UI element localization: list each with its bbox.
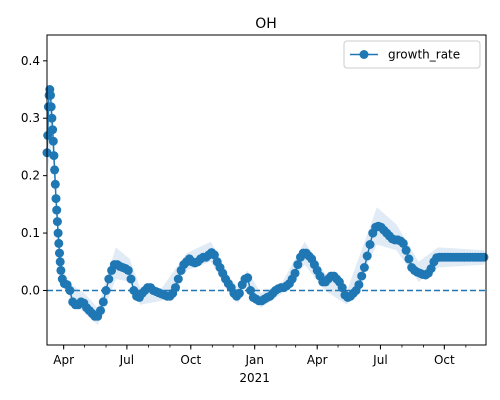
data-point bbox=[337, 283, 347, 293]
data-point bbox=[54, 238, 64, 248]
data-point bbox=[48, 136, 58, 146]
data-point bbox=[52, 205, 62, 215]
data-point bbox=[479, 252, 489, 262]
x-tick-label: Apr bbox=[53, 353, 74, 367]
data-point bbox=[101, 286, 111, 295]
x-year-label: 2021 bbox=[239, 371, 270, 385]
x-tick-label: Oct bbox=[180, 353, 201, 367]
data-point bbox=[55, 257, 65, 267]
data-point bbox=[46, 90, 55, 100]
confidence-band-layer bbox=[47, 95, 485, 325]
data-point bbox=[357, 271, 367, 281]
data-point bbox=[209, 250, 219, 260]
data-point bbox=[404, 254, 414, 264]
x-tick-label: Apr bbox=[307, 353, 328, 367]
data-point bbox=[96, 306, 105, 316]
data-point bbox=[50, 179, 60, 189]
y-tick-label: 0.0 bbox=[21, 283, 40, 297]
data-point bbox=[65, 286, 75, 295]
data-point bbox=[50, 165, 60, 175]
axes-frame bbox=[46, 34, 487, 346]
data-point bbox=[401, 245, 411, 255]
series-layer bbox=[42, 85, 489, 321]
data-point bbox=[52, 217, 62, 227]
data-point bbox=[53, 228, 63, 238]
data-point bbox=[126, 274, 136, 284]
x-tick-label: Jan bbox=[244, 353, 264, 367]
data-point bbox=[98, 297, 108, 307]
data-point bbox=[365, 240, 375, 249]
x-tick-label: Jul bbox=[372, 353, 387, 367]
legend-marker bbox=[359, 50, 369, 59]
data-point bbox=[46, 102, 56, 112]
data-point bbox=[398, 238, 408, 248]
y-tick-label: 0.3 bbox=[21, 111, 40, 125]
data-point bbox=[290, 268, 300, 278]
data-point bbox=[362, 251, 372, 261]
chart-title: OH bbox=[255, 16, 277, 32]
axes-layer: 0.0 0.1 0.2 0.3 0.4 Apr Jul Oct Jan Apr Jul Oct 2021 bbox=[21, 34, 487, 385]
data-point bbox=[48, 125, 58, 135]
data-point bbox=[55, 248, 64, 258]
data-point bbox=[171, 283, 180, 293]
data-point bbox=[56, 265, 66, 275]
y-tick-label: 0.1 bbox=[21, 226, 40, 240]
x-tick-label: Oct bbox=[434, 353, 455, 367]
data-point bbox=[243, 273, 253, 283]
data-point bbox=[123, 265, 133, 275]
legend-label-growth-rate: growth_rate bbox=[388, 48, 460, 62]
data-point bbox=[173, 274, 183, 284]
data-point bbox=[234, 288, 244, 298]
data-point bbox=[359, 263, 369, 272]
data-point bbox=[354, 280, 364, 290]
y-tick-label: 0.2 bbox=[21, 169, 40, 183]
data-point bbox=[246, 286, 255, 295]
data-point bbox=[47, 113, 57, 123]
x-tick-label: Jul bbox=[119, 353, 134, 367]
y-tick-label: 0.4 bbox=[21, 54, 40, 68]
confidence-band bbox=[47, 95, 485, 325]
legend-box bbox=[343, 40, 481, 69]
data-point bbox=[49, 151, 59, 161]
legend: growth_rate bbox=[343, 40, 481, 69]
data-point bbox=[426, 264, 436, 274]
data-point bbox=[51, 194, 61, 204]
data-point bbox=[104, 274, 114, 284]
data-point bbox=[293, 260, 303, 270]
plot-area bbox=[42, 85, 489, 325]
